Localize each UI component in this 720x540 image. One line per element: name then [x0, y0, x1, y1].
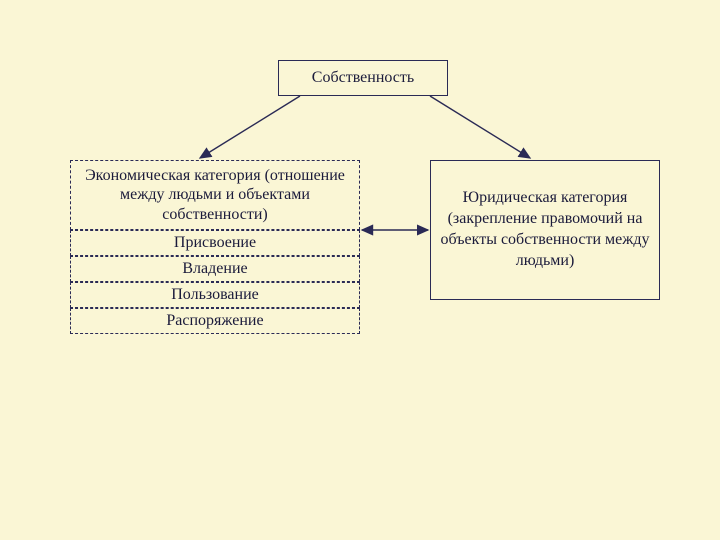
node-legal-category: Юридическая категория (закрепление право… — [430, 160, 660, 300]
node-disposal-label: Распоряжение — [166, 311, 263, 330]
node-disposal: Распоряжение — [70, 308, 360, 334]
node-ownership: Владение — [70, 256, 360, 282]
node-usage-label: Пользование — [171, 285, 259, 304]
node-legal-category-label: Юридическая категория (закрепление право… — [439, 188, 651, 271]
node-property: Собственность — [278, 60, 448, 96]
node-appropriation: Присвоение — [70, 230, 360, 256]
node-ownership-label: Владение — [182, 259, 247, 278]
node-usage: Пользование — [70, 282, 360, 308]
node-property-label: Собственность — [312, 68, 414, 89]
node-economic-category: Экономическая категория (отношение между… — [70, 160, 360, 230]
node-economic-category-label: Экономическая категория (отношение между… — [77, 166, 353, 224]
node-appropriation-label: Присвоение — [174, 233, 256, 252]
diagram-canvas: Собственность Экономическая категория (о… — [0, 0, 720, 540]
